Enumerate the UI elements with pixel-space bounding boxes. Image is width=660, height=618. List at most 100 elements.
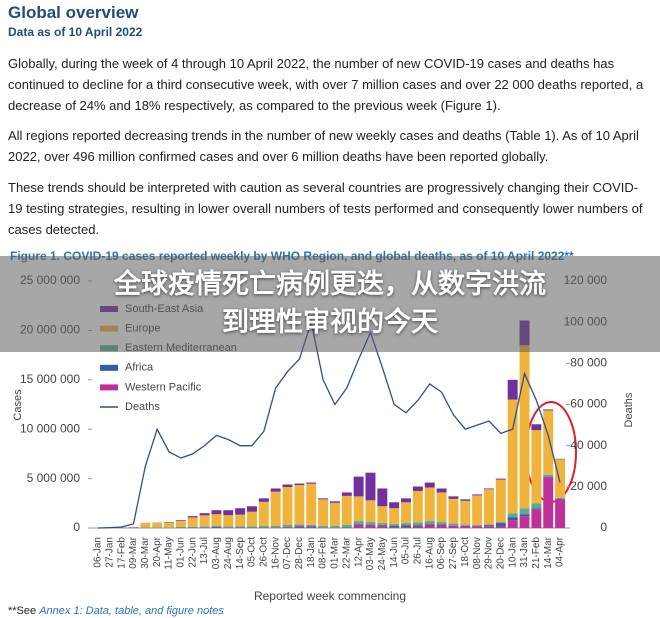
y2-tick-label: 60 000 <box>570 397 607 411</box>
x-tick-label: 28-Dec <box>294 537 305 569</box>
bar-segment <box>246 506 257 512</box>
bar-segment <box>483 489 494 525</box>
bar-segment <box>152 522 163 528</box>
bar-segment <box>483 526 494 528</box>
bar-segment <box>555 499 566 528</box>
y2-tick-label: 40 000 <box>570 438 607 452</box>
bar-segment <box>258 526 269 528</box>
bar-segment <box>401 523 412 526</box>
bar-segment <box>436 492 447 523</box>
bar-segment <box>555 497 566 499</box>
y-tick-label: 15 000 000 <box>20 372 80 386</box>
bar-segment <box>377 488 388 507</box>
title: Global overview <box>8 3 139 22</box>
bar-segment <box>519 516 530 528</box>
bar-segment <box>460 500 471 525</box>
bar-segment <box>365 522 376 526</box>
bar-segment <box>424 487 435 522</box>
bar-segment <box>436 522 447 525</box>
x-tick-label: 18-Oct <box>460 537 471 567</box>
y2-tick-label: 80 000 <box>570 356 607 370</box>
bar-segment <box>472 525 483 527</box>
bar-segment <box>460 524 471 526</box>
bar-segment <box>472 495 483 526</box>
bar-segment <box>223 510 234 516</box>
x-tick-label: 13-Jul <box>199 537 210 564</box>
bar-segment <box>543 477 554 528</box>
bar-segment <box>365 472 376 501</box>
x-tick-label: 03-Aug <box>211 537 222 569</box>
x-axis-label: Reported week commencing <box>254 589 406 603</box>
bar-segment <box>483 488 494 490</box>
bar-segment <box>341 492 352 496</box>
x-tick-label: 08-Feb <box>318 537 329 569</box>
y-tick-label: 5 000 000 <box>27 471 81 485</box>
bar-segment <box>282 525 293 528</box>
paragraph: All regions reported decreasing trends i… <box>8 128 639 164</box>
bar-segment <box>531 508 542 510</box>
x-tick-label: 05-Oct <box>247 537 258 567</box>
bar-segment <box>306 524 317 527</box>
bar-segment <box>353 525 364 528</box>
bar-segment <box>507 520 518 528</box>
legend-swatch <box>100 364 118 371</box>
bar-segment <box>543 410 554 475</box>
bar-segment <box>377 523 388 526</box>
bar-segment <box>258 501 269 527</box>
bar-segment <box>555 459 566 498</box>
bar-segment <box>507 379 518 400</box>
bar-segment <box>246 511 257 527</box>
bar-segment <box>519 514 530 517</box>
bar-segment <box>270 491 281 526</box>
bar-segment <box>235 514 246 527</box>
bar-segment <box>294 485 305 525</box>
bar-segment <box>519 345 530 509</box>
x-tick-label: 29-Nov <box>484 537 495 569</box>
bar-segment <box>507 513 518 518</box>
bar-segment <box>424 482 435 488</box>
bar-segment <box>223 526 234 528</box>
bar-segment <box>211 527 222 528</box>
bar-segment <box>175 520 186 521</box>
x-tick-label: 24-Aug <box>223 537 234 569</box>
bar-segment <box>507 399 518 514</box>
bar-segment <box>531 424 542 431</box>
x-tick-label: 16-Aug <box>424 537 435 569</box>
x-tick-label: 03-May <box>365 537 376 570</box>
paragraph: Globally, during the week of 4 through 1… <box>8 56 644 113</box>
bar-segment <box>483 524 494 526</box>
bar-segment <box>377 506 388 524</box>
bar-segment <box>495 479 506 523</box>
legend-label: Africa <box>125 362 154 374</box>
deaths-line <box>97 319 561 529</box>
x-tick-label: 20-Dec <box>495 537 506 569</box>
bar-segment <box>294 526 305 528</box>
bar-segment <box>412 525 423 527</box>
y-axis-label: Cases <box>12 389 24 421</box>
bar-segment <box>401 498 412 503</box>
bar-segment <box>318 498 329 500</box>
bar-segment <box>164 522 175 528</box>
y-tick-label: 0 <box>73 520 80 534</box>
banner: 全球疫情死亡病例更迭，从数字洪流 到理性审视的今天 <box>0 256 660 352</box>
bar-segment <box>211 514 222 527</box>
bar-segment <box>318 499 329 527</box>
x-tick-label: 22-Jun <box>187 537 198 568</box>
footnote-link[interactable]: Annex 1: Data, table, and figure notes <box>39 605 224 617</box>
bar-segment <box>543 409 554 411</box>
bar-segment <box>175 520 186 527</box>
bar-segment <box>306 527 317 528</box>
x-tick-label: 24-May <box>377 537 388 570</box>
banner-line: 到理性审视的今天 <box>222 307 438 338</box>
x-tick-label: 11-May <box>164 537 175 570</box>
bar-segment <box>436 525 447 528</box>
bar-segment <box>140 522 151 528</box>
x-tick-label: 06-Jan <box>93 537 104 568</box>
bar-segment <box>353 476 364 497</box>
bar-segment <box>495 522 506 524</box>
legend-label: Western Pacific <box>125 381 202 393</box>
bar-segment <box>424 524 435 528</box>
bar-segment <box>341 525 352 528</box>
x-tick-label: 01-Mar <box>330 536 341 568</box>
